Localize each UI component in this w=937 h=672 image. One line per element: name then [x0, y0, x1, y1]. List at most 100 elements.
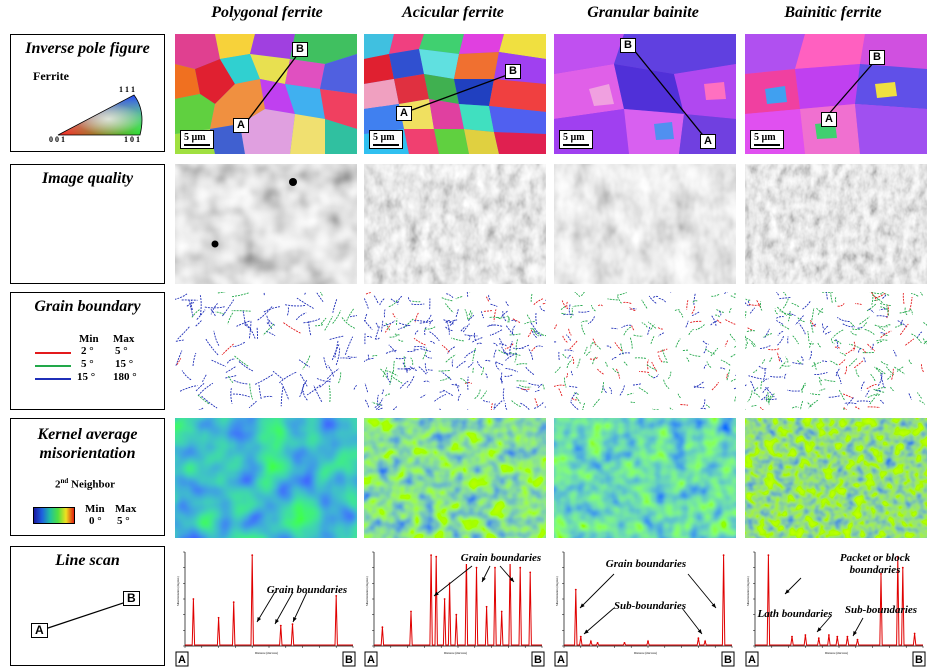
- annotation-sub-boundaries-bf: Sub-boundaries: [844, 604, 918, 616]
- annotation-grain-boundaries-pf: Grain boundaries: [266, 584, 348, 596]
- line-scan-series: [374, 555, 542, 646]
- scan-peak: [192, 598, 195, 600]
- scan-schematic-point-a: A: [31, 623, 48, 638]
- annotation-arrowhead: [275, 619, 279, 624]
- scan-schematic-point-b: B: [123, 591, 140, 606]
- scan-peak: [529, 571, 532, 574]
- annotation-arrowhead: [509, 577, 514, 582]
- annotation-arrowhead: [697, 629, 702, 634]
- annotation-arrowhead: [434, 591, 439, 596]
- kam-map-bainitic: [745, 418, 927, 538]
- ipf-map-polygonal: 5 µm A B: [175, 34, 357, 154]
- ipf-map-bainitic: 5 µm A B: [745, 34, 927, 154]
- scan-peak: [913, 632, 916, 635]
- col-title-polygonal: Polygonal ferrite: [211, 4, 323, 21]
- scale-bar-bainitic: 5 µm: [750, 130, 784, 149]
- kam-neighbor-sup: nd: [60, 477, 69, 485]
- scan-point-a-box: A: [745, 651, 759, 667]
- scan-peak: [722, 554, 725, 556]
- point-a-granular: A: [700, 134, 716, 149]
- scan-point-b-box: B: [342, 651, 356, 667]
- point-a-bainitic: A: [821, 112, 837, 127]
- scan-peak: [767, 554, 770, 556]
- ipf-corner-001: 0 0 1: [49, 135, 65, 144]
- scan-peak: [381, 626, 384, 629]
- scan-peak: [494, 566, 496, 569]
- point-a-acicular: A: [396, 106, 412, 121]
- y-axis-label: Misorientation (degrees): [176, 576, 180, 606]
- svg-text:A: A: [367, 654, 375, 666]
- scan-peak: [836, 635, 839, 638]
- annotation-arrow: [292, 591, 308, 623]
- scale-bar-granular: 5 µm: [559, 130, 593, 149]
- scan-peak: [704, 640, 706, 643]
- scan-peak: [475, 566, 478, 569]
- scan-peak: [880, 573, 882, 575]
- annotation-arrowhead: [853, 631, 857, 636]
- row-label-line-scan: Line scan A B: [10, 546, 165, 666]
- scan-peak: [647, 640, 649, 643]
- row-label-iq: Image quality: [10, 164, 165, 284]
- annotation-arrowhead: [482, 577, 486, 582]
- scan-peak: [232, 601, 235, 603]
- col-title-granular: Granular bainite: [587, 4, 699, 21]
- x-axis-label: Distance (microns): [825, 651, 848, 655]
- line-scan-chart-bainitic: Misorientation (degrees) Distance (micron…: [745, 546, 927, 668]
- scale-label: 5 µm: [184, 132, 206, 143]
- point-b-polygonal: B: [292, 42, 308, 57]
- annotation-arrow: [579, 573, 615, 609]
- annotation-packet-block-boundaries: Packet or block boundaries: [839, 552, 911, 576]
- gb-legend-max-0: 5 °: [115, 345, 128, 357]
- ipf-map-acicular: 5 µm A B: [364, 34, 546, 154]
- gb-legend-min-0: 2 °: [81, 345, 94, 357]
- annotation-sub-boundaries-gb: Sub-boundaries: [613, 600, 687, 612]
- annotation-arrow: [687, 573, 717, 609]
- kam-map-polygonal: [175, 418, 357, 538]
- svg-text:B: B: [915, 654, 923, 666]
- scan-peak: [217, 616, 220, 619]
- scan-peak: [791, 635, 793, 638]
- iq-map-granular: [554, 164, 736, 284]
- gb-title: Grain boundary: [34, 298, 141, 315]
- gb-legend-min-2: 15 °: [77, 371, 96, 383]
- scan-peak: [291, 623, 294, 625]
- line-scan-chart-polygonal: Misorientation (degrees) Distance (micron…: [175, 546, 357, 668]
- y-axis-label: Misorientation (degrees): [555, 576, 559, 606]
- scan-peak: [443, 598, 446, 600]
- scan-peak: [804, 634, 807, 636]
- scan-peak: [579, 635, 582, 638]
- annotation-arrow: [583, 607, 615, 635]
- scan-peak: [896, 555, 899, 558]
- annotation-arrow: [681, 607, 703, 635]
- gb-map-acicular: [364, 292, 546, 410]
- ipf-title: Inverse pole figure: [25, 40, 150, 57]
- scan-peak: [410, 610, 412, 613]
- scan-peak: [519, 566, 522, 569]
- annotation-arrow: [256, 591, 276, 623]
- annotation-arrowhead: [257, 617, 262, 622]
- y-axis-label: Misorientation (degrees): [365, 576, 369, 606]
- scan-point-b-box: B: [912, 651, 926, 667]
- line-scan-chart-acicular: Misorientation (degrees) Distance (micron…: [364, 546, 546, 668]
- ipf-map-granular: 5 µm A B: [554, 34, 736, 154]
- svg-text:B: B: [534, 654, 542, 666]
- scan-peak: [485, 605, 488, 608]
- scan-peak: [590, 640, 592, 643]
- scan-peak: [430, 554, 432, 556]
- col-title-acicular: Acicular ferrite: [402, 4, 504, 21]
- scan-peak: [828, 634, 830, 636]
- scan-peak: [574, 588, 577, 591]
- scan-peak: [335, 595, 338, 597]
- scan-point-a-box: A: [554, 651, 568, 667]
- line-scan-series: [755, 555, 923, 646]
- kam-title-2: misorientation: [39, 445, 136, 462]
- row-label-grain-boundary: Grain boundary Min Max 2 ° 5 ° 5 ° 15 ° …: [10, 292, 165, 410]
- scan-peak: [697, 637, 700, 640]
- scan-peak: [817, 637, 820, 640]
- svg-text:A: A: [748, 654, 756, 666]
- gb-map-bainitic: [745, 292, 927, 410]
- gb-legend-max-1: 15 °: [115, 358, 134, 370]
- annotation-arrowhead: [580, 603, 585, 608]
- scale-label: 5 µm: [754, 132, 776, 143]
- line-scan-series: [185, 555, 353, 646]
